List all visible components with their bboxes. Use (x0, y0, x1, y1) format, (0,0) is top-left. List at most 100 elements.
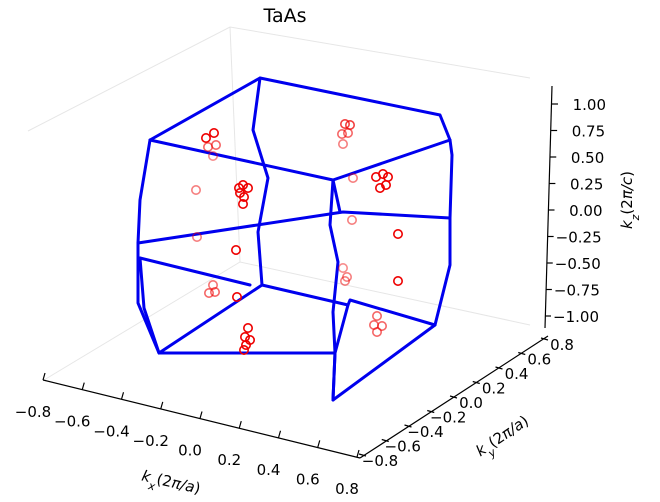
bz-edge-5 (136, 210, 452, 245)
y-axis-tick-label: −0.8 (362, 452, 398, 470)
weyl-point-24 (346, 215, 357, 226)
weyl-point-3 (203, 142, 214, 153)
x-axis-tick (238, 420, 242, 429)
y-axis-tick-label: 0.2 (482, 380, 506, 398)
x-axis-tick-label: −0.2 (133, 432, 169, 450)
weyl-point-32 (337, 262, 348, 273)
ticks-layer: −0.8−0.6−0.4−0.20.00.20.40.60.8−0.8−0.6−… (15, 96, 606, 498)
y-axis-tick (404, 424, 412, 428)
x-axis-tick-label: 0.6 (296, 470, 320, 488)
x-axis-tick (81, 382, 85, 390)
bz-edge-11 (260, 283, 350, 307)
bz-edge-1 (148, 76, 452, 142)
bz-edge-13 (331, 351, 337, 402)
z-axis-tick-label: 1.00 (573, 96, 606, 114)
back-pane-top-edge (27, 26, 531, 132)
weyl-point-38 (376, 320, 387, 331)
x-axis-tick (317, 440, 321, 448)
weyl-point-16 (234, 183, 245, 194)
x-axis-tick-label: 0.0 (178, 442, 202, 460)
weyl-point-2 (209, 128, 220, 139)
z-axis-tick-label: 0.25 (570, 176, 603, 194)
weyl-point-30 (204, 287, 215, 298)
y-axis-tick-label: −0.6 (385, 438, 421, 456)
z-axis-line (544, 85, 553, 329)
y-axis-tick (518, 351, 526, 356)
y-axis-tick-label: 0.6 (527, 351, 551, 369)
weyl-point-40 (243, 322, 254, 333)
weyl-point-27 (392, 229, 403, 240)
weyl-point-14 (239, 192, 250, 203)
x-axis-tick-label: −0.8 (15, 403, 51, 421)
bz-edge-10 (331, 178, 342, 214)
weyl-point-35 (232, 291, 243, 302)
z-axis-tick-label: −0.75 (554, 282, 600, 300)
weyl-point-9 (342, 128, 353, 139)
weyl-point-44 (239, 344, 250, 355)
z-axis-tick-label: 0.00 (569, 202, 602, 220)
bz-edge-7 (138, 216, 452, 355)
floor-pane-edge (43, 261, 531, 381)
y-axis-label: ky(2π/a) (472, 412, 535, 465)
weyl-point-21 (380, 180, 391, 191)
weyl-points (191, 119, 403, 355)
weyl-point-20 (374, 183, 385, 194)
chart-title: TaAs (262, 5, 306, 27)
bz-edge-3 (136, 76, 270, 355)
back-pane-vertical-edge (229, 26, 241, 263)
x-axis-tick (356, 449, 360, 458)
weyl-point-26 (231, 245, 242, 256)
x-axis-label: kx(2π/a) (139, 467, 203, 502)
z-axis-label: kz(2π/c) (618, 171, 642, 229)
weyl-point-39 (371, 326, 382, 337)
y-axis-tick (427, 409, 435, 414)
x-axis-tick (160, 401, 164, 410)
weyl-point-1 (201, 133, 212, 144)
brillouin-zone (136, 76, 454, 402)
z-axis-tick-label: 0.75 (572, 123, 605, 141)
x-axis-tick-label: 0.8 (335, 480, 359, 498)
bz-edge-4 (136, 138, 152, 245)
weyl-point-8 (336, 129, 347, 140)
weyl-point-6 (339, 119, 350, 130)
x-axis-tick (120, 392, 125, 400)
y-axis-tick (472, 380, 480, 385)
weyl-point-10 (337, 139, 348, 150)
weyl-point-4 (211, 140, 222, 151)
axes-panes (27, 26, 531, 381)
x-axis-tick (277, 430, 282, 438)
y-axis-tick (381, 438, 389, 443)
bz-edge-12 (331, 323, 437, 402)
weyl-point-36 (371, 310, 382, 321)
weyl-point-34 (341, 271, 352, 282)
x-axis-line (42, 379, 361, 459)
x-axis-tick (199, 411, 203, 419)
x-axis-tick-label: −0.6 (54, 413, 90, 431)
y-axis-tick-label: −0.4 (407, 423, 443, 441)
x-axis-tick-label: 0.2 (217, 451, 241, 469)
y-axis-tick-label: 0.4 (505, 365, 529, 383)
y-axis-tick (540, 337, 549, 341)
bz-edge-8 (448, 138, 454, 220)
y-axis-tick (495, 366, 503, 370)
weyl-point-18 (377, 169, 388, 180)
z-axis-tick-label: −1.00 (553, 308, 599, 326)
weyl-point-31 (210, 286, 221, 297)
x-axis-tick-label: 0.4 (257, 461, 281, 479)
x-axis-tick-label: −0.4 (93, 422, 129, 440)
weyl-point-23 (347, 173, 358, 184)
y-axis-tick (449, 395, 458, 399)
weyl-point-7 (344, 120, 355, 131)
weyl-point-43 (241, 339, 252, 350)
bz-edge-6 (138, 256, 252, 287)
y-axis-tick-label: 0.8 (550, 336, 574, 354)
x-axis-tick (42, 372, 46, 381)
weyl-point-5 (208, 151, 219, 162)
z-axis-tick-label: −0.50 (555, 255, 601, 273)
z-axis-tick-label: −0.25 (556, 229, 602, 247)
weyl-point-28 (392, 275, 403, 286)
bz-edge-2 (148, 138, 452, 182)
bz-edge-9 (328, 178, 340, 355)
weyl-point-15 (238, 199, 249, 210)
